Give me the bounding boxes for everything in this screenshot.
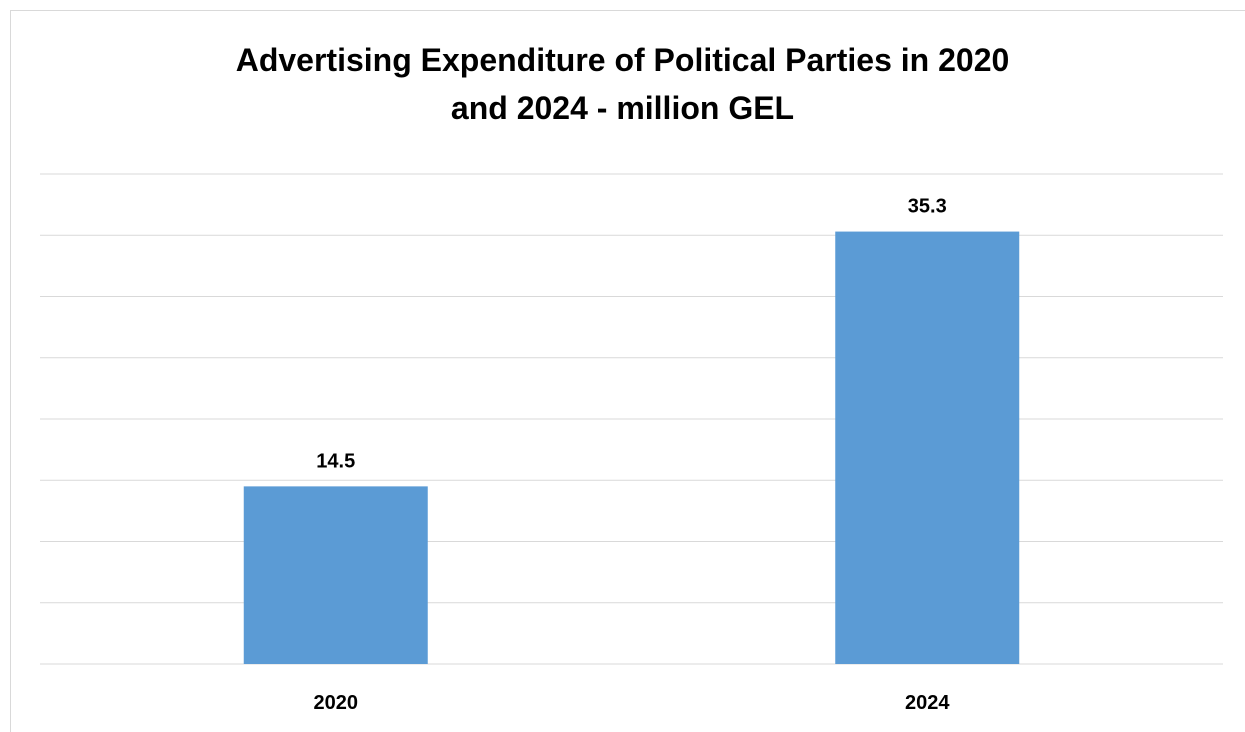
data-label-2020: 14.5 <box>316 450 355 472</box>
gridlines <box>40 173 1223 665</box>
bar-2024 <box>835 231 1020 664</box>
bar-2020 <box>243 486 428 664</box>
bars <box>243 231 1020 664</box>
chart-frame <box>10 10 1245 732</box>
data-labels: 14.5 35.3 <box>316 196 946 473</box>
x-axis-tick-labels: 2020 2024 <box>314 692 951 714</box>
x-tick-label-2024: 2024 <box>905 692 950 714</box>
chart-title-line-2: and 2024 - million GEL <box>450 90 795 126</box>
chart-title-line-1: Advertising Expenditure of Political Par… <box>235 42 1010 78</box>
data-label-2024: 35.3 <box>908 196 947 218</box>
x-tick-label-2020: 2020 <box>314 692 359 714</box>
chart-title: Advertising Expenditure of Political Par… <box>0 36 1245 132</box>
